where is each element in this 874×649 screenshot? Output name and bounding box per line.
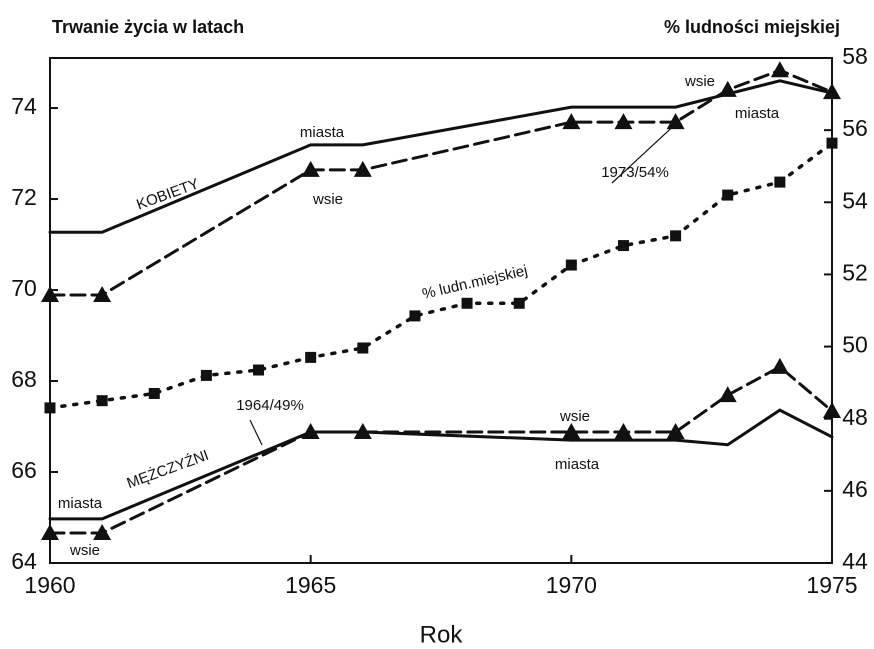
marker bbox=[770, 61, 789, 78]
marker bbox=[41, 286, 59, 303]
series-line bbox=[48, 408, 834, 521]
series-line bbox=[48, 365, 834, 535]
marker bbox=[666, 113, 685, 130]
y2-axis-title: % ludności miejskiej bbox=[664, 17, 840, 37]
annotation: KOBIETY bbox=[134, 175, 201, 213]
marker bbox=[565, 259, 577, 271]
marker bbox=[722, 189, 734, 201]
y-tick-label: 72 bbox=[11, 184, 37, 210]
marker bbox=[774, 176, 786, 188]
marker bbox=[200, 369, 212, 381]
annotation: 1964/49% bbox=[236, 397, 304, 414]
marker bbox=[823, 402, 841, 419]
annotation: miasta bbox=[300, 124, 345, 141]
marker bbox=[96, 395, 108, 407]
marker bbox=[614, 422, 633, 439]
marker bbox=[614, 113, 633, 130]
marker bbox=[353, 160, 372, 177]
y2-tick-label: 54 bbox=[842, 187, 868, 213]
marker bbox=[301, 422, 320, 439]
marker bbox=[770, 357, 789, 374]
plot-frame bbox=[49, 57, 833, 564]
marker bbox=[670, 230, 682, 242]
y2-tick-label: 56 bbox=[842, 115, 868, 141]
y2-tick-label: 50 bbox=[842, 332, 868, 358]
marker bbox=[718, 386, 737, 403]
y2-tick-label: 46 bbox=[842, 476, 868, 502]
annotation: miasta bbox=[735, 105, 780, 122]
y-tick-label: 74 bbox=[11, 93, 37, 119]
series-line bbox=[48, 68, 834, 297]
x-tick-label: 1970 bbox=[546, 572, 597, 598]
marker bbox=[826, 137, 838, 149]
marker bbox=[562, 113, 581, 130]
x-tick-label: 1975 bbox=[806, 572, 857, 598]
marker bbox=[617, 240, 629, 252]
y2-tick-label: 48 bbox=[842, 404, 868, 430]
marker bbox=[93, 286, 112, 303]
leader-line bbox=[249, 419, 263, 446]
leader-line bbox=[611, 119, 681, 184]
marker bbox=[148, 387, 160, 399]
marker bbox=[253, 364, 265, 376]
y2-tick-label: 58 bbox=[842, 43, 868, 69]
y-axis-title: Trwanie życia w latach bbox=[52, 17, 244, 37]
marker bbox=[357, 342, 369, 354]
series-line bbox=[48, 79, 834, 234]
marker bbox=[823, 83, 841, 100]
x-axis-title: Rok bbox=[420, 621, 464, 648]
y-tick-label: 66 bbox=[11, 457, 37, 483]
annotation: % ludn.miejskiej bbox=[421, 262, 530, 303]
marker bbox=[41, 523, 59, 540]
y2-tick-label: 44 bbox=[842, 548, 868, 574]
annotation: miasta bbox=[58, 495, 103, 512]
annotation: wsie bbox=[684, 73, 715, 90]
annotation: miasta bbox=[555, 456, 600, 473]
annotation: wsie bbox=[69, 542, 100, 559]
annotation: wsie bbox=[559, 408, 590, 425]
y-tick-label: 64 bbox=[11, 548, 37, 574]
annotation: 1973/54% bbox=[601, 164, 669, 181]
annotation: wsie bbox=[312, 191, 343, 208]
marker bbox=[305, 351, 317, 363]
y2-tick-label: 52 bbox=[842, 260, 868, 286]
marker bbox=[353, 422, 372, 439]
marker bbox=[93, 523, 112, 540]
marker bbox=[513, 297, 525, 309]
x-tick-label: 1965 bbox=[285, 572, 336, 598]
marker bbox=[562, 422, 581, 439]
marker bbox=[44, 402, 56, 414]
marker bbox=[409, 310, 421, 322]
y-tick-label: 68 bbox=[11, 366, 37, 392]
marker bbox=[666, 422, 685, 439]
marker bbox=[301, 160, 320, 177]
y-tick-label: 70 bbox=[11, 275, 37, 301]
marker bbox=[461, 297, 473, 309]
x-tick-label: 1960 bbox=[24, 572, 75, 598]
marker bbox=[718, 80, 737, 97]
series-line bbox=[48, 141, 834, 410]
